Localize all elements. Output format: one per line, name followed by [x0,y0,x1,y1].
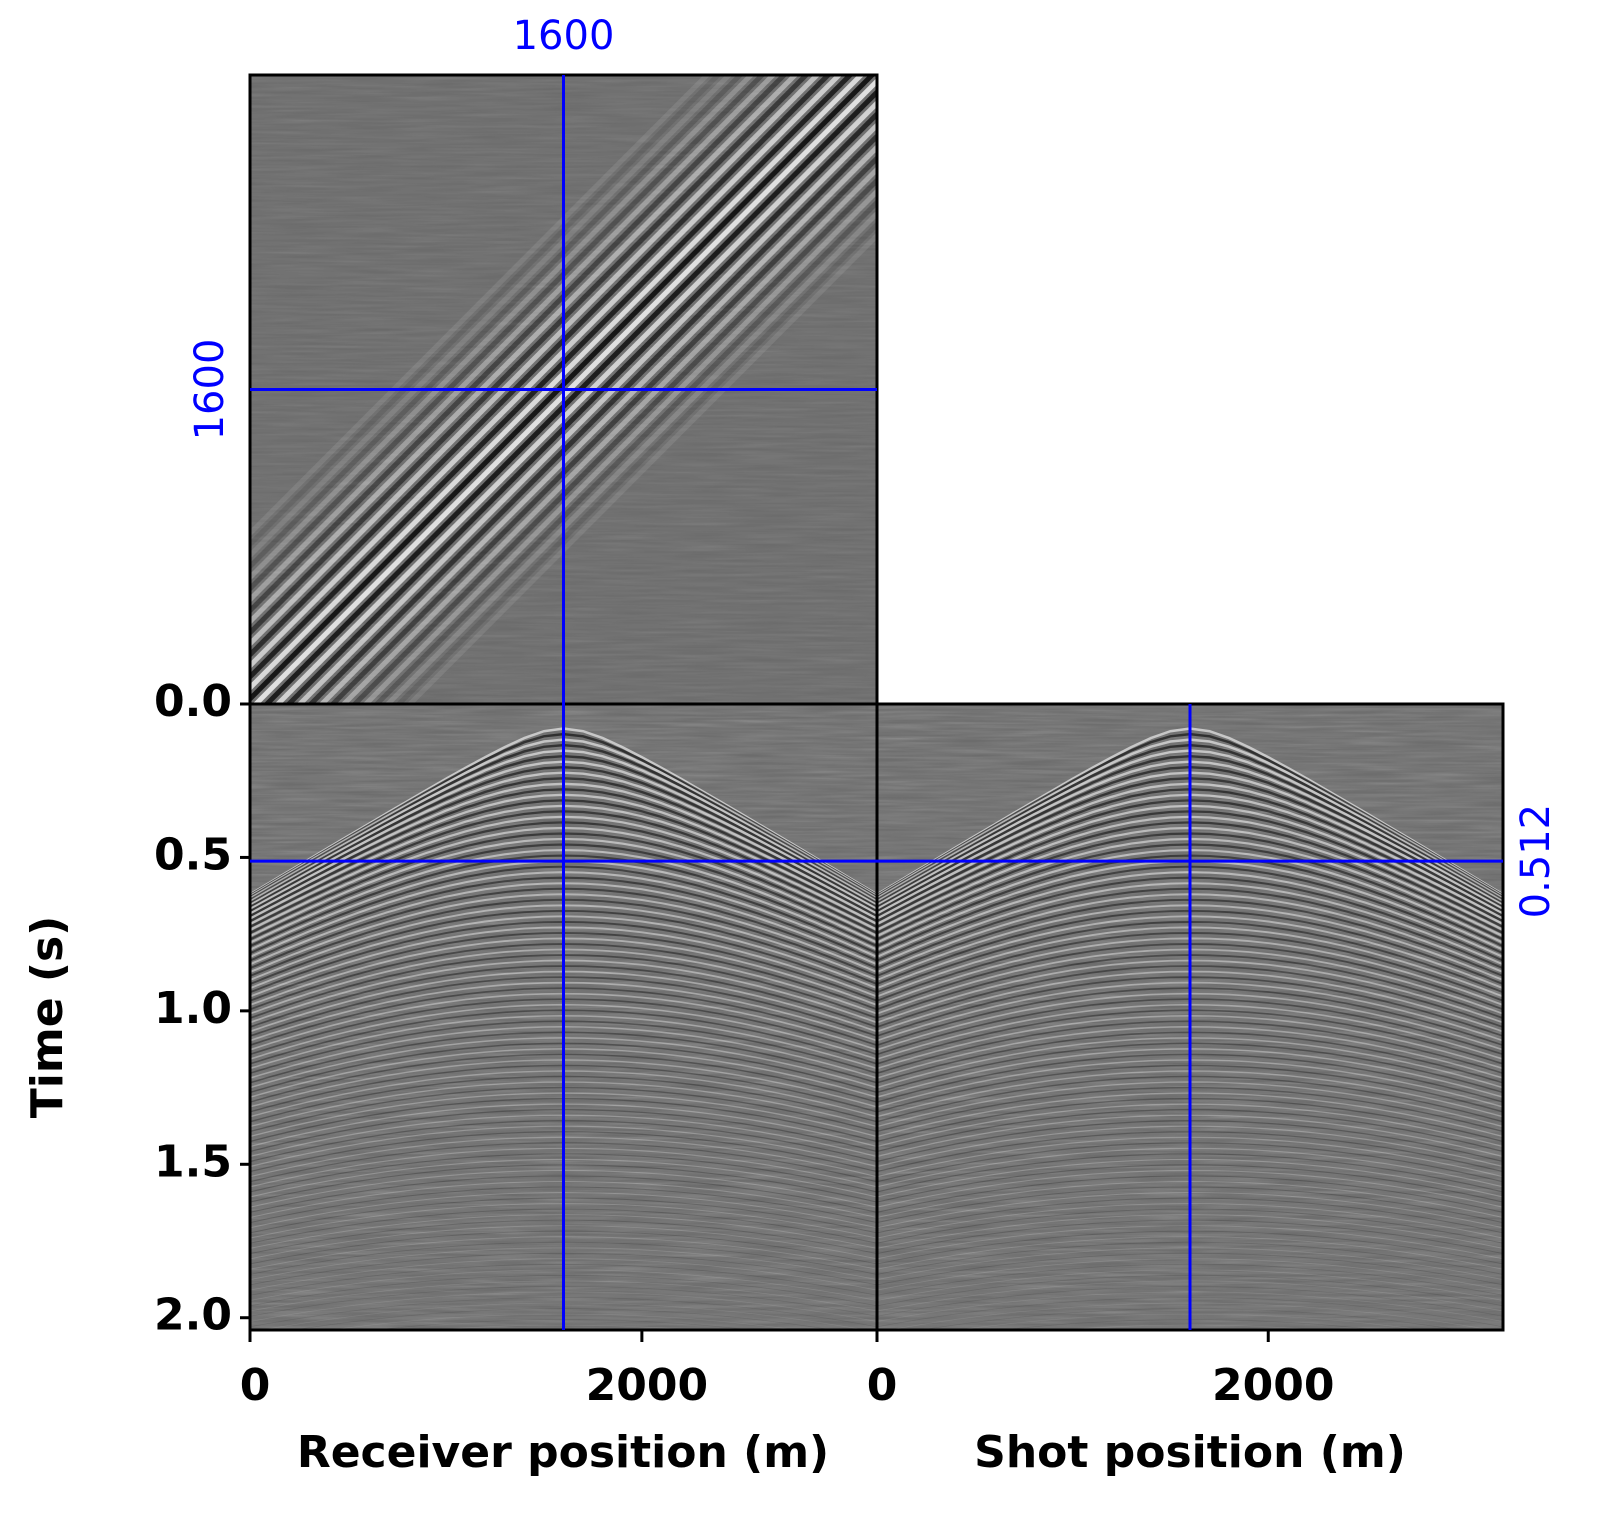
crosshair-label: 0.512 [1513,804,1559,919]
y-axis-label: Time (s) [22,916,73,1119]
y-tick-label: 0.5 [154,829,232,880]
y-tick-label: 2.0 [154,1290,232,1341]
x-tick-label: 0 [240,1360,271,1411]
x-axis-label: Shot position (m) [974,1427,1406,1478]
y-tick-label: 1.5 [154,1136,232,1187]
y-tick-label: 1.0 [154,983,232,1034]
x-tick-label: 0 [867,1360,898,1411]
crosshair-label: 1600 [513,13,615,59]
x-tick-label: 2000 [1212,1360,1334,1411]
y-tick-label: 0.0 [154,676,232,727]
crosshair-label: 1600 [187,339,233,441]
x-axis-label: Receiver position (m) [297,1427,829,1478]
x-tick-label: 2000 [586,1360,708,1411]
